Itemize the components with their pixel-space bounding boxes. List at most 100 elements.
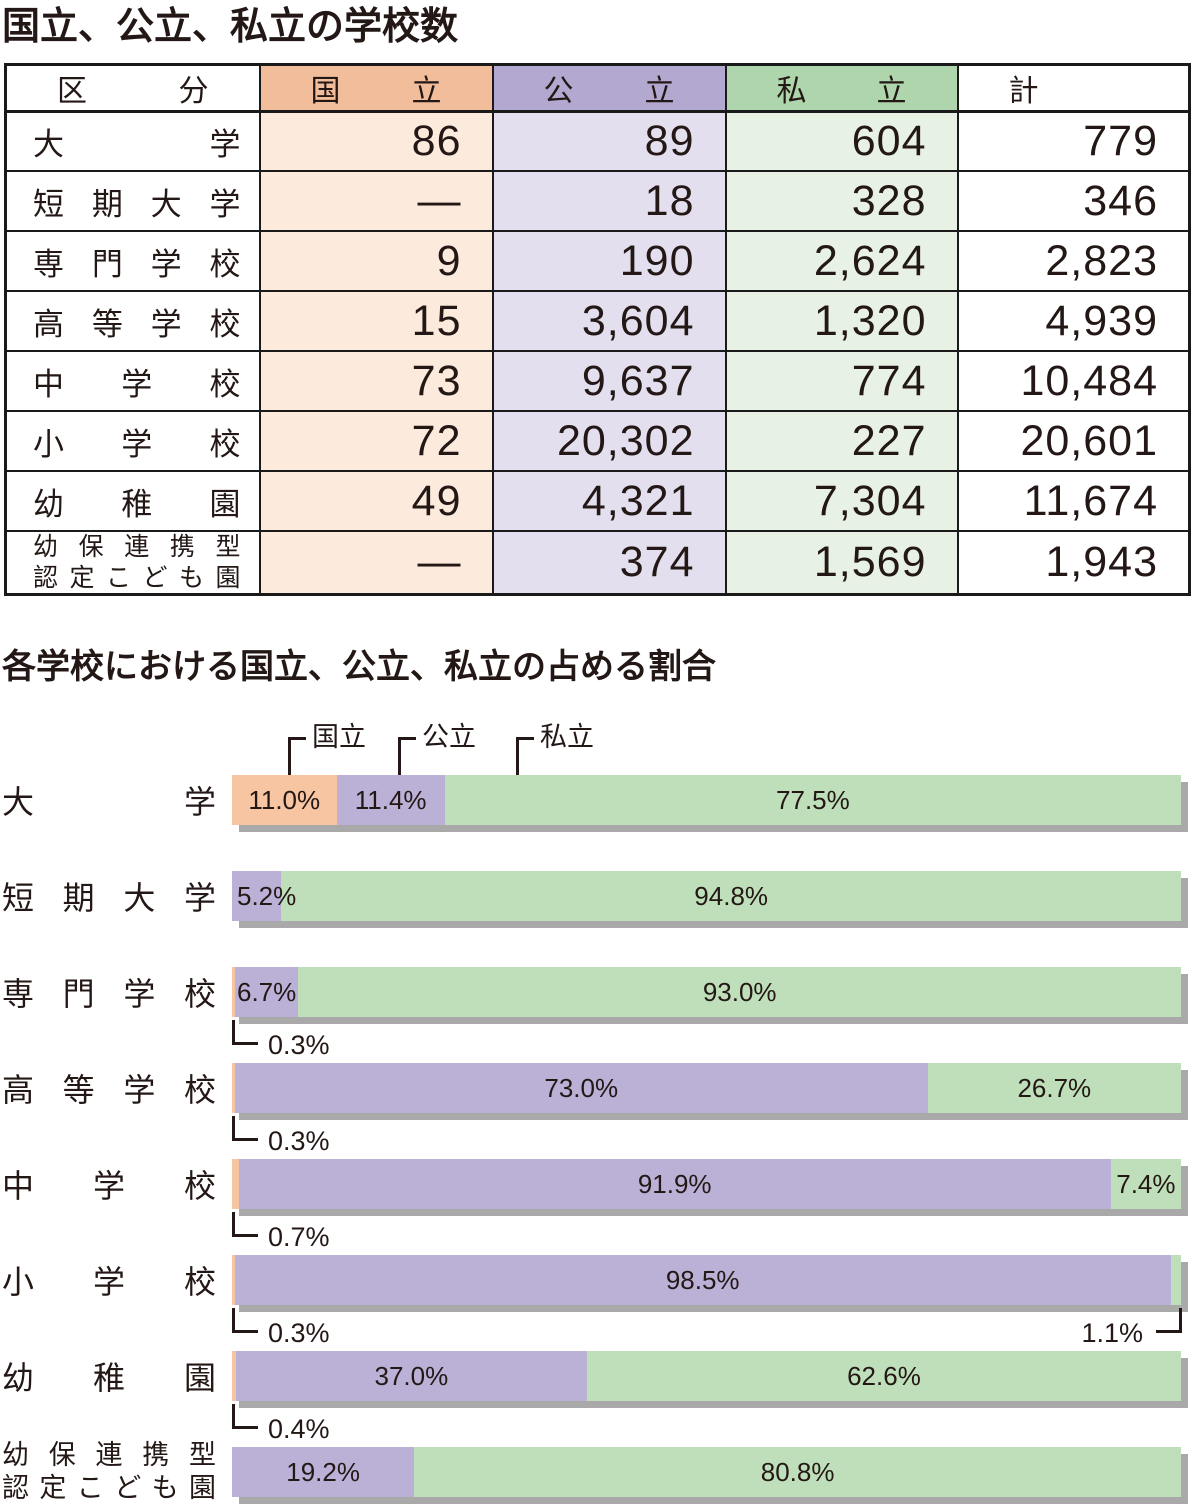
row-label: 幼稚園	[4, 470, 261, 533]
bar-wrap: 94.8% 5.2%	[232, 871, 1181, 922]
national-count: 9	[258, 230, 494, 293]
national-count: 86	[258, 110, 494, 173]
segment-value: 11.4%	[354, 784, 427, 815]
total-count: 20,601	[956, 410, 1191, 473]
segment-value-overflow: 5.2%	[237, 880, 297, 911]
national-count: —	[258, 530, 494, 596]
chart-row: 小学校 98.5% 0.3% 1.1%	[0, 1255, 1191, 1347]
national-count: —	[258, 170, 494, 233]
segment-value: 7.4%	[1116, 1168, 1176, 1199]
segment-value: 93.0%	[702, 976, 777, 1007]
bar-segment-private: 77.5%	[444, 775, 1182, 826]
segment-value: 26.7%	[1017, 1072, 1092, 1103]
chart-row-label: 中学校	[2, 1168, 216, 1205]
table-row: 専門学校 9 190 2,624 2,823	[4, 230, 1191, 293]
bar-segment-national	[232, 967, 235, 1018]
bar-segment-private: 26.7%	[927, 1063, 1181, 1114]
stacked-bar: 91.9% 7.4%	[232, 1159, 1181, 1210]
national-count: 73	[258, 350, 494, 413]
private-count: 1,569	[724, 530, 959, 596]
segment-value: 73.0%	[544, 1072, 619, 1103]
public-count: 89	[491, 110, 727, 173]
chart-row-label: 短期大学	[2, 880, 216, 917]
bar-segment-national	[232, 1351, 236, 1402]
bar-segment-national: 11.0%	[232, 775, 337, 826]
table-title: 国立、公立、私立の学校数	[2, 6, 459, 48]
chart-title: 各学校における国立、公立、私立の占める割合	[2, 648, 716, 687]
bar-wrap: 73.0% 26.7% 0.3%	[232, 1063, 1181, 1155]
table-row: 大学 86 89 604 779	[4, 110, 1191, 173]
public-count: 374	[491, 530, 727, 596]
chart-row-label: 幼稚園	[2, 1360, 216, 1397]
col-header-national: 国立	[258, 63, 494, 113]
legend-label-national: 国立	[312, 722, 366, 753]
segment-value-overflow: 6.7%	[237, 976, 297, 1007]
callout-line-national	[232, 1020, 258, 1046]
segment-value: 80.8%	[760, 1456, 835, 1487]
stacked-bar: 19.2% 80.8%	[232, 1447, 1181, 1498]
total-count: 10,484	[956, 350, 1191, 413]
col-header-category: 区分	[4, 63, 261, 113]
row-label-line2: 認定こども園	[33, 563, 241, 592]
bar-wrap: 国立 公立 私立 11.0% 11.4% 77.5%	[232, 724, 1182, 826]
table-row: 短期大学 — 18 328 346	[4, 170, 1191, 233]
callout-value-national: 0.3%	[268, 1126, 330, 1157]
bar-segment-private: 7.4%	[1110, 1159, 1181, 1210]
row-label-line1: 幼保連携型	[33, 533, 241, 562]
chart-row: 高等学校 73.0% 26.7% 0.3%	[0, 1063, 1191, 1155]
bar-segment-public: 91.9%	[238, 1159, 1111, 1210]
bar-segment-public	[232, 871, 282, 922]
callout-line-national	[232, 1116, 258, 1142]
bar-segment-national	[232, 1159, 239, 1210]
table-row: 幼保連携型 認定こども園 — 374 1,569 1,943	[4, 530, 1191, 596]
col-header-private: 私立	[724, 63, 959, 113]
col-header-public: 公立	[491, 63, 727, 113]
callout-line-national	[232, 1404, 258, 1430]
private-count: 774	[724, 350, 959, 413]
total-count: 2,823	[956, 230, 1191, 293]
row-label: 高等学校	[4, 290, 261, 353]
callout-line-private	[1156, 1308, 1182, 1334]
bar-segment-private: 93.0%	[298, 967, 1181, 1018]
bar-segment-public	[234, 967, 299, 1018]
table-row: 中学校 73 9,637 774 10,484	[4, 350, 1191, 413]
bar-segment-public: 98.5%	[234, 1255, 1171, 1306]
row-label: 小学校	[4, 410, 261, 473]
total-count: 1,943	[956, 530, 1191, 596]
row-label: 大学	[4, 110, 261, 173]
bar-segment-public: 11.4%	[336, 775, 445, 826]
table-row: 高等学校 15 3,604 1,320 4,939	[4, 290, 1191, 353]
chart-row-label: 専門学校	[2, 976, 216, 1013]
private-count: 604	[724, 110, 959, 173]
segment-value: 37.0%	[374, 1360, 449, 1391]
callout-value-national: 0.7%	[268, 1222, 330, 1253]
segment-value: 91.9%	[637, 1168, 712, 1199]
bar-segment-private: 94.8%	[281, 871, 1181, 922]
chart-row-label: 大学	[2, 784, 216, 821]
chart-row: 中学校 91.9% 7.4% 0.7%	[0, 1159, 1191, 1251]
bar-segment-national	[232, 1063, 235, 1114]
stacked-bar: 37.0% 62.6%	[232, 1351, 1181, 1402]
row-label: 中学校	[4, 350, 261, 413]
public-count: 4,321	[491, 470, 727, 533]
total-count: 4,939	[956, 290, 1191, 353]
bar-wrap: 37.0% 62.6% 0.4%	[232, 1351, 1181, 1443]
table-row: 幼稚園 49 4,321 7,304 11,674	[4, 470, 1191, 533]
bar-wrap: 19.2% 80.8%	[232, 1447, 1181, 1498]
public-count: 9,637	[491, 350, 727, 413]
bar-segment-private: 62.6%	[586, 1351, 1181, 1402]
private-count: 328	[724, 170, 959, 233]
private-count: 2,624	[724, 230, 959, 293]
total-count: 11,674	[956, 470, 1191, 533]
stacked-bar-chart: 大学 国立 公立 私立 11.0% 11.4% 77.5% 短期大学	[0, 724, 1191, 1503]
bar-segment-public: 19.2%	[232, 1447, 415, 1498]
bar-wrap: 91.9% 7.4% 0.7%	[232, 1159, 1181, 1251]
legend-connector-national	[288, 737, 306, 776]
segment-value: 62.6%	[847, 1360, 921, 1391]
public-count: 18	[491, 170, 727, 233]
callout-line-national	[232, 1308, 258, 1334]
bar-segment-private: 80.8%	[414, 1447, 1181, 1498]
national-count: 49	[258, 470, 494, 533]
stacked-bar: 98.5%	[232, 1255, 1181, 1306]
